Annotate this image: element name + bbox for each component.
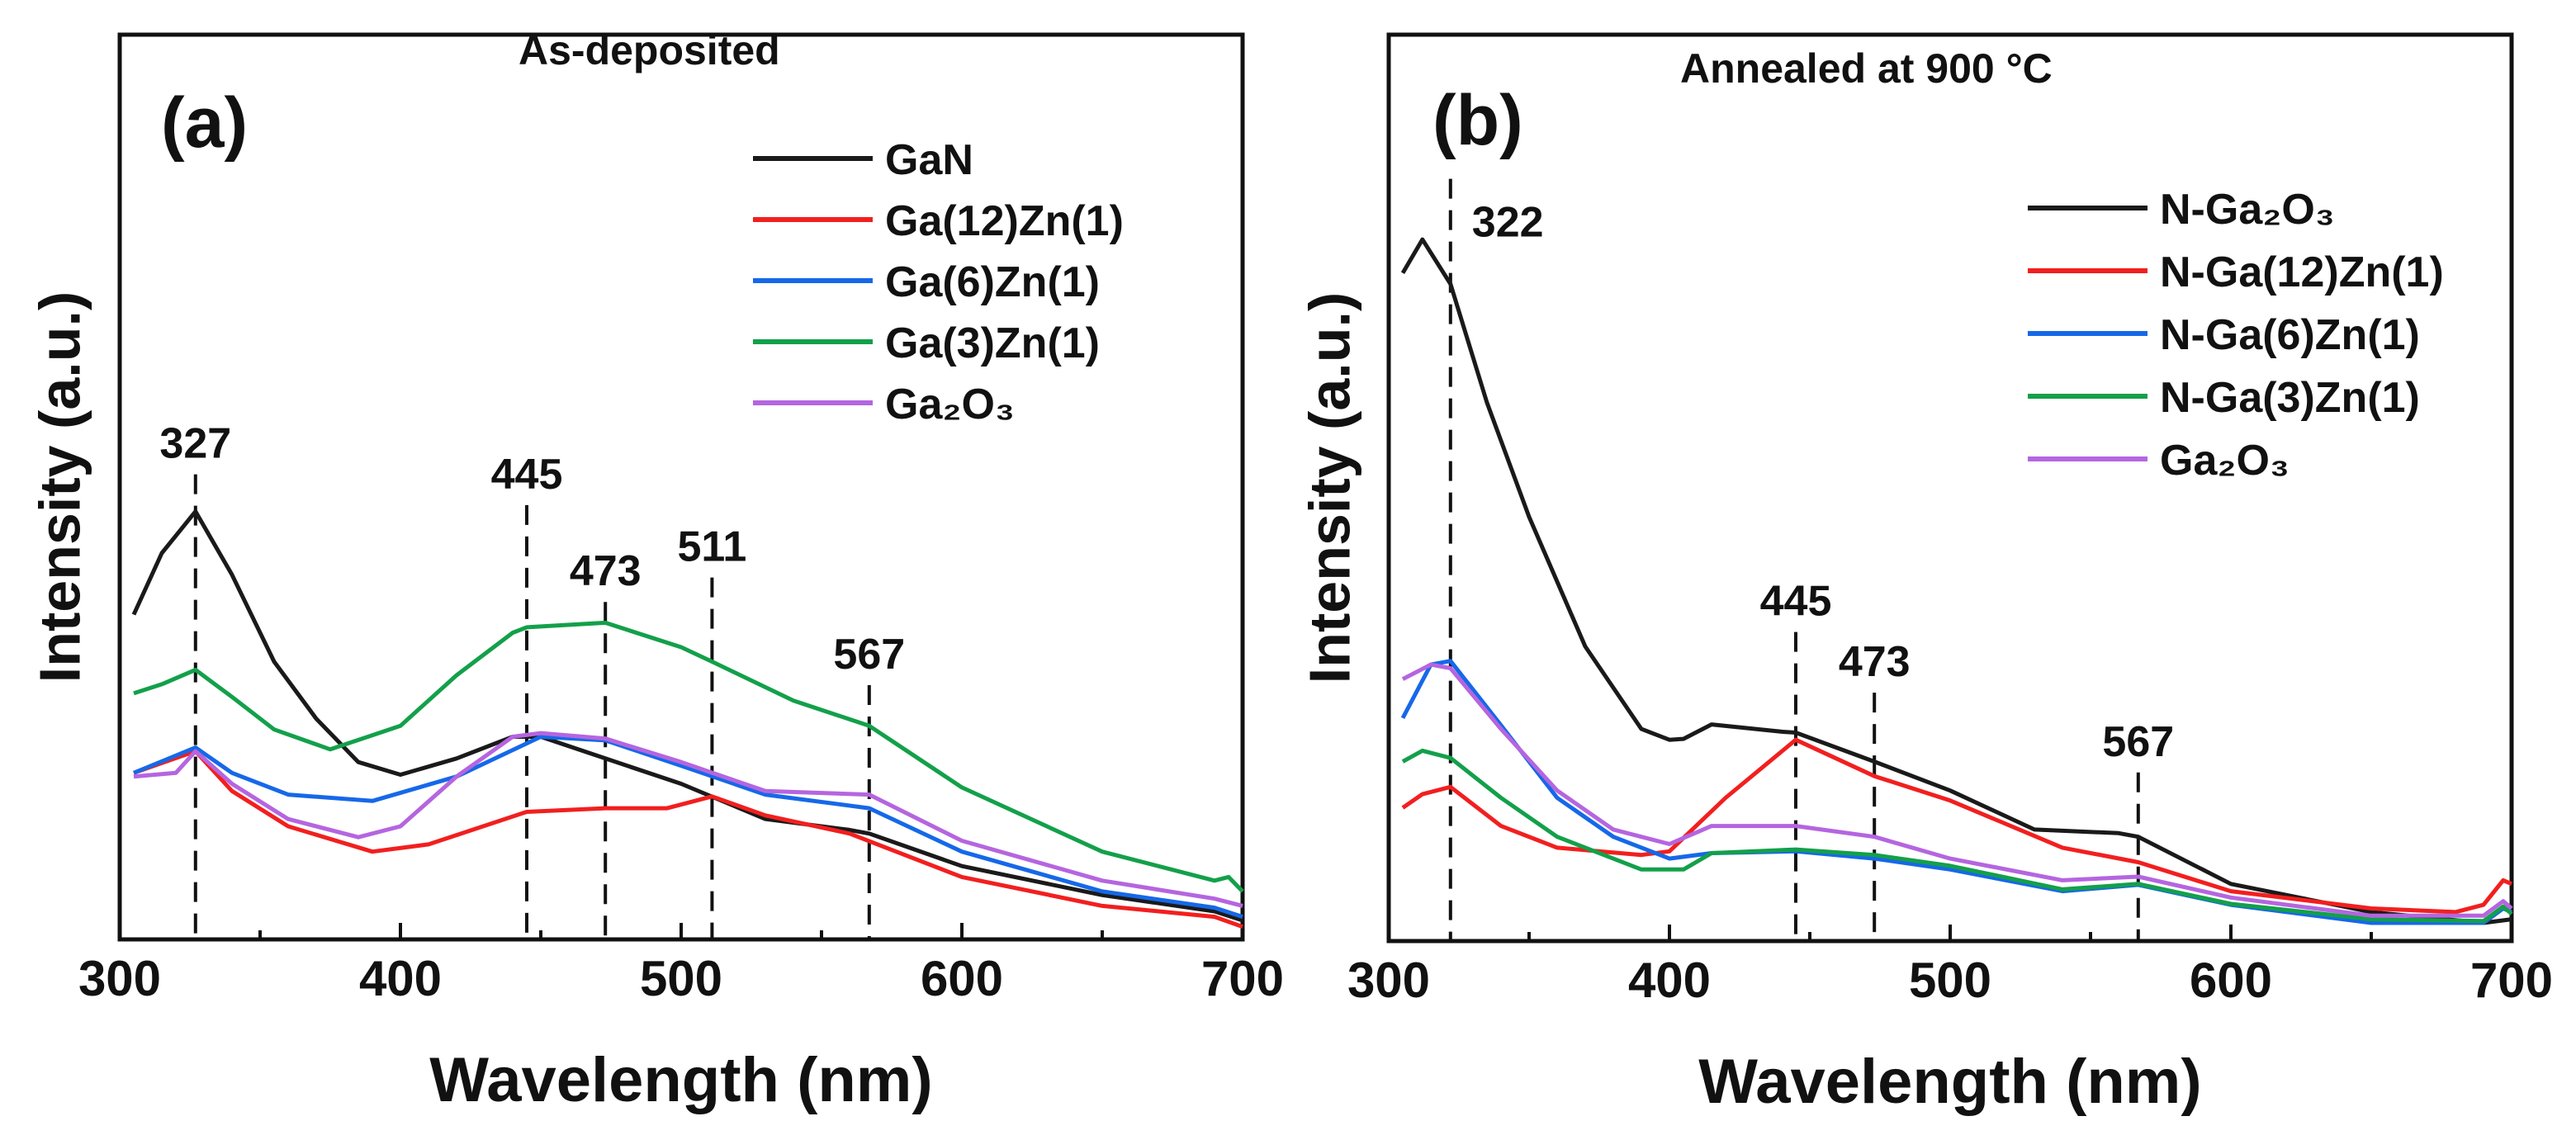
x-tick-label: 600 <box>2190 953 2272 1008</box>
legend-label: N-Ga(3)Zn(1) <box>2160 374 2420 422</box>
x-tick-label: 700 <box>2470 953 2553 1008</box>
legend-label: Ga(3)Zn(1) <box>885 319 1100 367</box>
legend-label: Ga(6)Zn(1) <box>885 258 1100 306</box>
series-line <box>131 509 1243 923</box>
peak-marker-label: 567 <box>2102 718 2174 766</box>
x-tick-label: 400 <box>1628 953 1711 1008</box>
x-tick-label: 700 <box>1201 951 1284 1006</box>
peak-marker-label: 511 <box>677 523 746 571</box>
peak-marker-label: 473 <box>570 547 642 595</box>
legend-label: Ga(12)Zn(1) <box>885 197 1124 245</box>
series-line <box>133 620 1244 893</box>
peak-marker-label: 327 <box>159 420 231 468</box>
series-line <box>1401 737 2512 915</box>
series-line <box>133 749 1243 929</box>
panel-label: (b) <box>1432 81 1523 160</box>
x-tick-label: 500 <box>640 951 722 1006</box>
peak-marker-label: 445 <box>1760 578 1832 626</box>
x-axis-label: Wavelength (nm) <box>1698 1047 2201 1117</box>
series-line <box>1401 662 2513 918</box>
y-axis-label: Intensity (a.u.) <box>1298 292 1362 683</box>
legend-label: Ga₂O₃ <box>885 381 1015 428</box>
plot-frame <box>1386 32 2514 944</box>
series-line <box>1400 237 2512 925</box>
legend-label: N-Ga(12)Zn(1) <box>2160 248 2444 296</box>
x-tick-label: 300 <box>78 951 161 1006</box>
peak-marker-label: 473 <box>1839 638 1911 686</box>
panel-a: 300 400 500 600 700 Wavelength (nm) Intensity … <box>28 27 1285 1115</box>
x-tick-label: 400 <box>359 951 442 1006</box>
legend-label: Ga₂O₃ <box>2160 437 2290 485</box>
y-axis-label: Intensity (a.u.) <box>28 291 92 683</box>
panel-title: As-deposited <box>519 27 780 73</box>
series-line <box>133 731 1243 908</box>
panel-title: Annealed at 900 °C <box>1680 45 2053 92</box>
panel-b: 300 400 500 600 700 Wavelength (nm) Intensity … <box>1298 32 2553 1117</box>
x-tick-label: 300 <box>1347 953 1430 1008</box>
legend-label: GaN <box>885 136 973 184</box>
x-tick-label: 500 <box>1909 953 1991 1008</box>
x-tick-label: 600 <box>921 951 1003 1006</box>
x-axis-label: Wavelength (nm) <box>429 1045 932 1115</box>
peak-marker-label: 445 <box>491 451 563 499</box>
legend-label: N-Ga₂O₃ <box>2160 186 2335 234</box>
series-line <box>1400 659 2512 925</box>
peak-marker-label: 567 <box>833 631 905 679</box>
legend-label: N-Ga(6)Zn(1) <box>2160 311 2420 359</box>
peak-marker-label: 322 <box>1472 199 1544 247</box>
series-line <box>1401 748 2513 924</box>
panel-label: (a) <box>161 83 248 163</box>
